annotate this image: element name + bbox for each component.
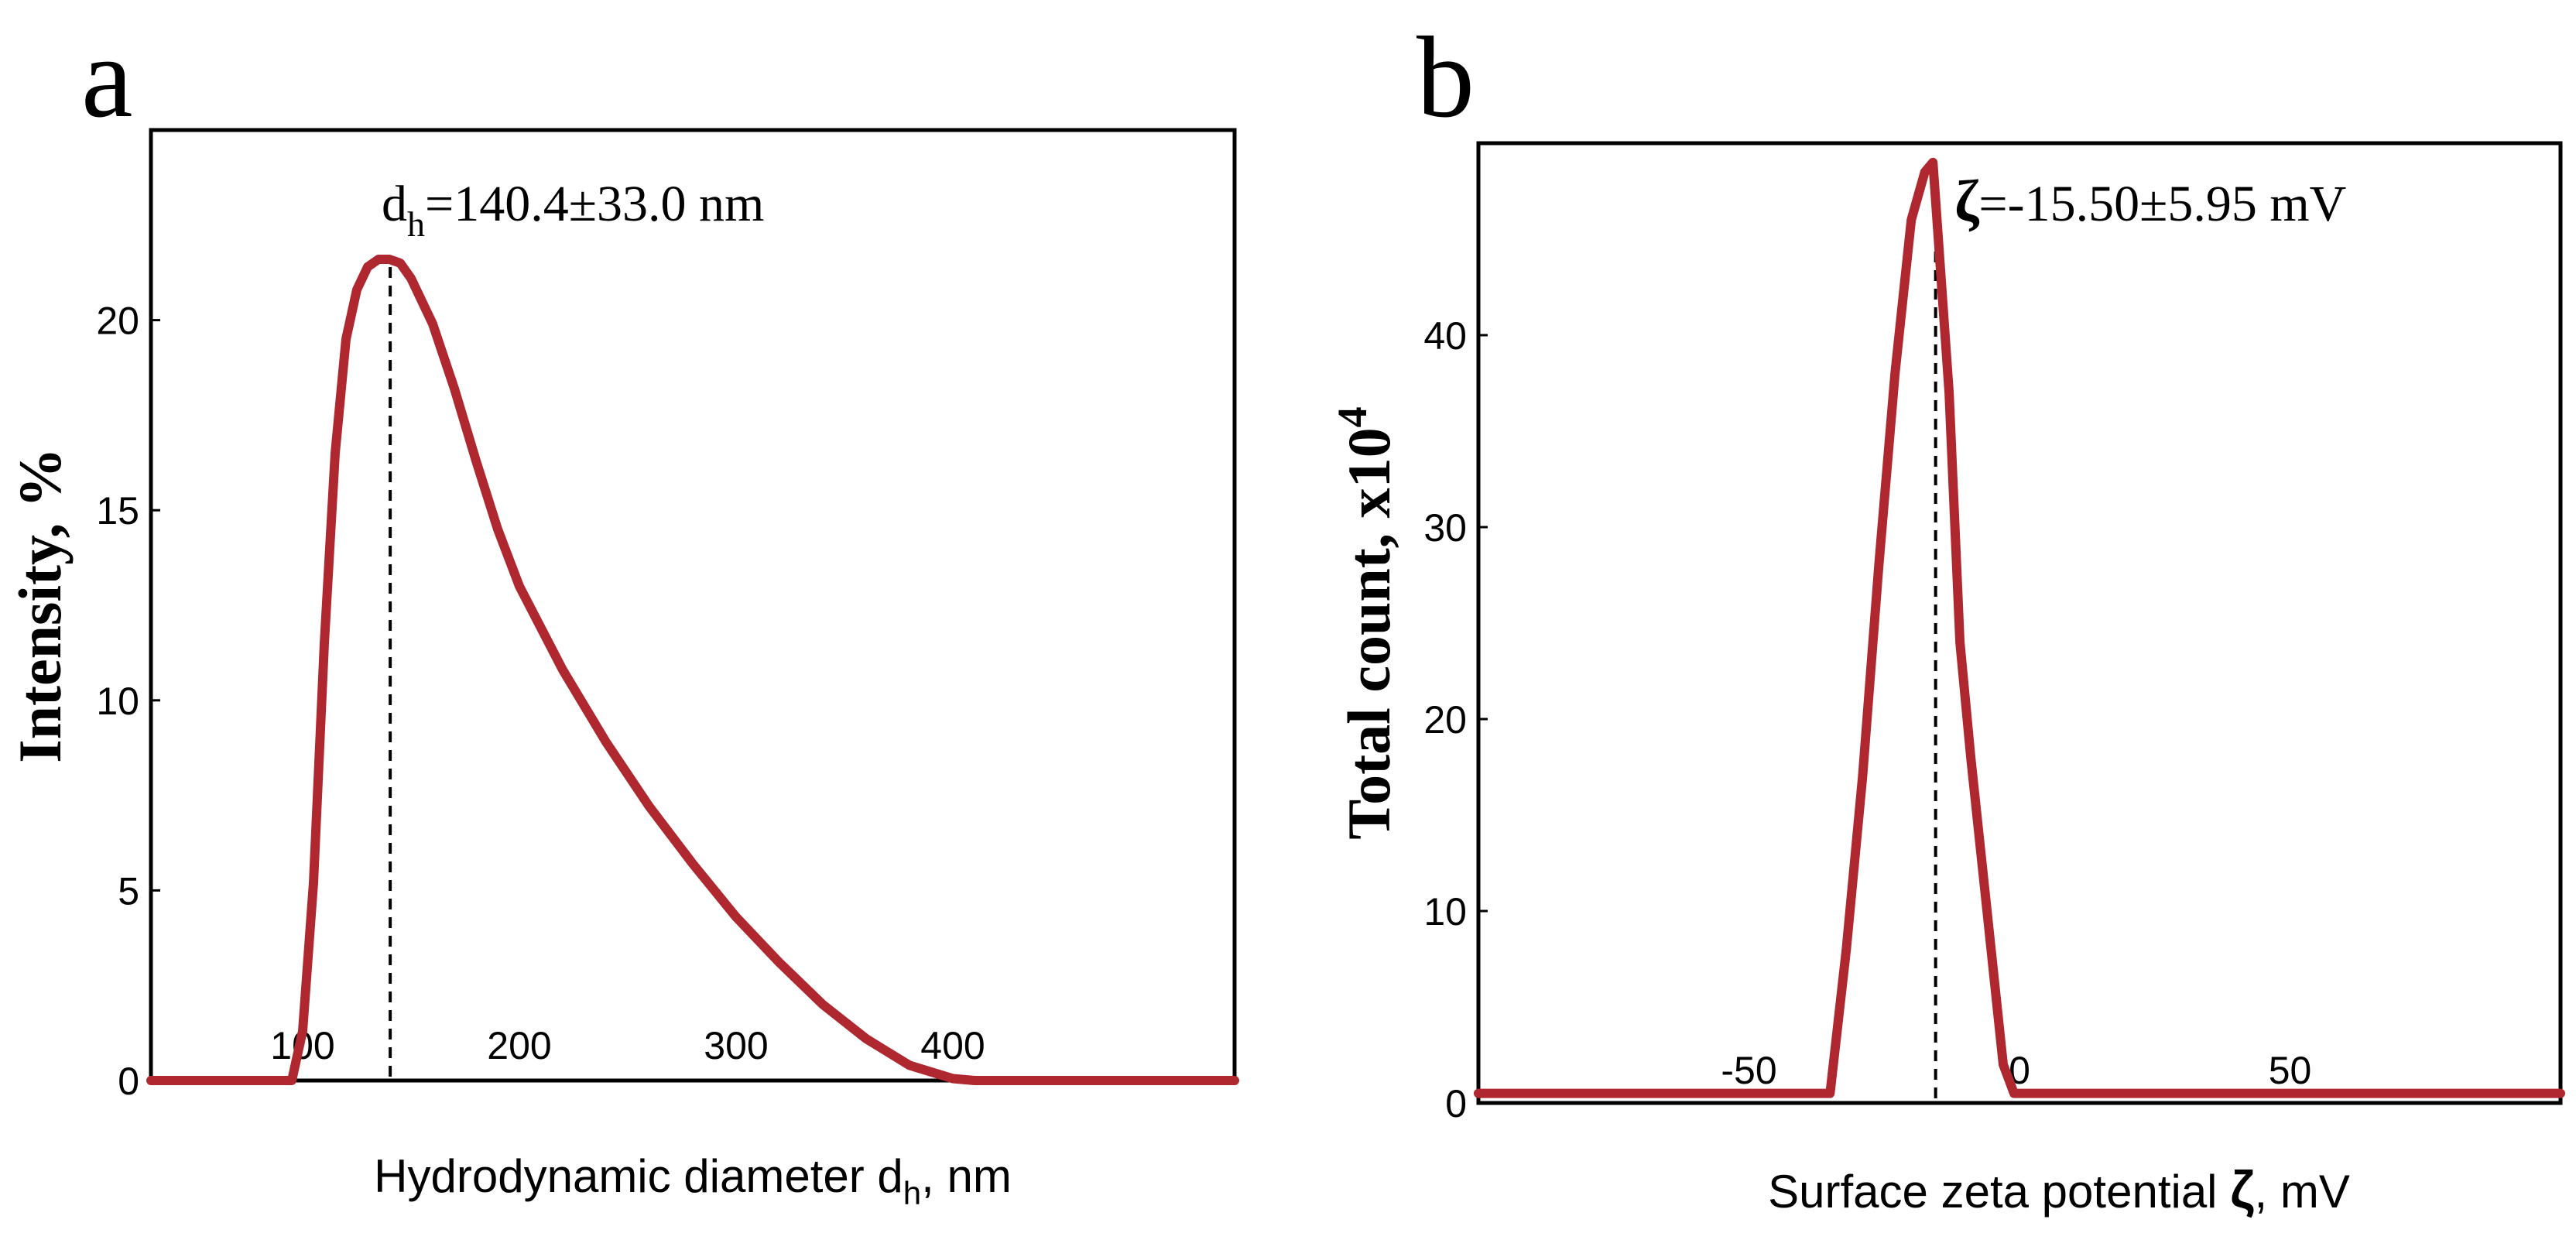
panel-b-plot-frame [1476,141,2563,1105]
panel-a-y-axis-label: Intensity, % [6,447,74,762]
panel-b-count-curve [1474,157,2565,1098]
panel-b-y-tick-label: 30 [1423,506,1467,550]
panel-b-x-ticks: -50 0 50 [1721,1049,2311,1092]
panel-a-y-tick-label: 5 [118,869,139,913]
panel-a-y-tick-label: 15 [96,489,139,533]
panel-a-x-axis-label: Hydrodynamic diameter dh, nm [374,1150,1012,1211]
panel-a-plot-frame [149,128,1237,1083]
panel-b-x-tick-label: -50 [1721,1049,1776,1092]
panel-b-y-tick-label: 0 [1445,1082,1467,1125]
panel-b-y-tick-label: 20 [1423,698,1467,742]
panel-a-intensity-curve [146,255,1239,1085]
panel-b-annotation: ζ=-15.50±5.95 mV [1954,169,2346,234]
panel-a-y-ticks: 0 5 10 15 20 [96,300,160,1103]
panel-a-x-tick-label: 300 [704,1024,768,1067]
panel-b-y-axis-label: Total count, x104 [1329,406,1403,839]
panel-a-y-tick-label: 0 [118,1060,139,1103]
panel-a-annotation: dh=140.4±33.0 nm [382,176,764,244]
panel-b: b 0 10 20 30 40 -50 0 50 ζ=-15.50±5.95 mV Tota… [1329,13,2565,1219]
panel-a-x-tick-label: 400 [920,1024,985,1067]
panel-b-label: b [1416,13,1475,142]
panel-a-label: a [81,13,133,142]
panel-a-y-tick-label: 10 [96,680,139,723]
panel-b-x-axis-label: Surface zeta potential ζ, mV [1768,1160,2350,1219]
panel-a-x-tick-label: 200 [487,1024,551,1067]
panel-b-x-tick-label: 50 [2269,1049,2312,1092]
panel-a-y-tick-label: 20 [96,300,139,343]
panel-b-y-ticks: 0 10 20 30 40 [1423,314,1488,1125]
panel-b-y-tick-label: 40 [1423,314,1467,358]
panel-b-y-tick-label: 10 [1423,890,1467,933]
